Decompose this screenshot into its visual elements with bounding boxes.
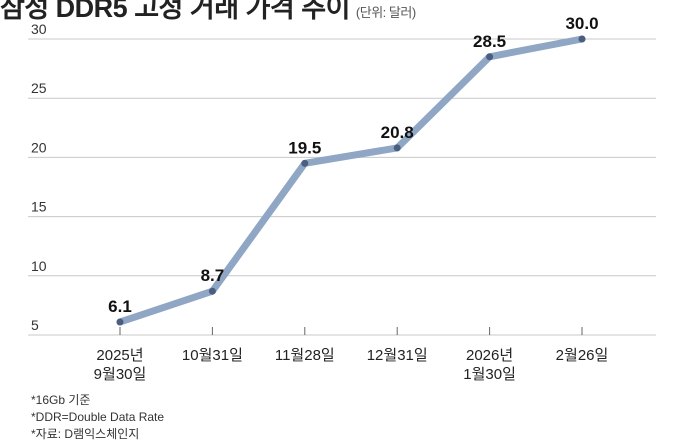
series-line [116,35,586,326]
footnote: *DDR=Double Data Rate [31,410,165,424]
y-tick-label: 25 [31,80,47,96]
data-point [578,35,586,43]
chart-title-text: 삼성 DDR5 고정 거래 가격 추이 [0,0,350,23]
footnotes: *16Gb 기준 *DDR=Double Data Rate *자료: D램익스… [31,392,164,443]
data-point [486,53,494,61]
data-point [393,144,401,152]
footnote: *자료: D램익스체인지 [31,427,140,441]
x-tick-label: 2025년 9월30일 [94,347,147,383]
y-tick-label: 20 [31,139,47,155]
data-point [116,318,124,326]
y-tick-label: 30 [31,21,47,37]
line-chart: 5 10 15 20 25 30 2025년 9월30일 10월31일 11월28일 12월31일 2… [28,14,656,383]
unit-note: (단위: 달러) [355,5,416,20]
y-tick-label: 5 [31,317,39,333]
x-tick-label: 2월26일 [556,347,609,364]
x-tick-label: 12월31일 [367,347,428,364]
x-tick-label: 11월28일 [275,347,335,364]
data-label: 28.5 [473,32,506,51]
chart-title: 삼성 DDR5 고정 거래 가격 추이 (단위: 달러) [0,0,416,25]
y-tick-label: 15 [31,199,47,215]
data-point [301,159,309,167]
data-point [208,287,216,295]
x-tick-label: 10월31일 [182,347,243,364]
data-label: 8.7 [201,266,225,285]
data-label: 19.5 [288,138,321,157]
footnote: *16Gb 기준 [31,393,91,407]
x-tick-label: 2026년 1월30일 [463,347,516,383]
y-tick-label: 10 [31,258,47,274]
data-label: 6.1 [108,297,132,316]
data-label: 30.0 [565,14,598,33]
data-label: 20.8 [381,123,414,142]
